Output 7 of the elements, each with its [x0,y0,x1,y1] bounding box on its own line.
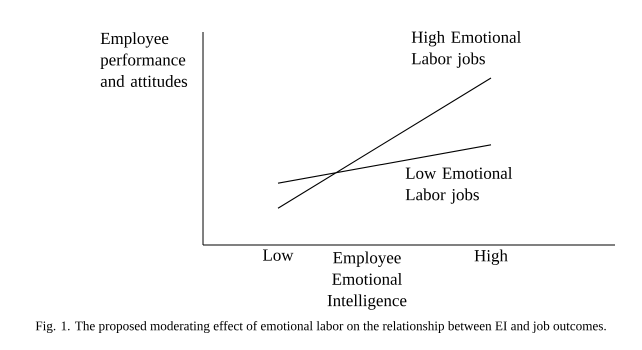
series-label: Low Emotional Labor jobs [406,167,512,204]
caption: Fig. 1. The proposed moderating effect of emotional labor on the relationship between EI and job outcomes. [36,320,606,334]
y-axis-title: Employee performance and attitudes [100,32,188,87]
series-label: High Emotional Labor jobs [412,31,521,68]
x-axis-title: Employee Emotional Intelligence [328,252,406,310]
x-tick-label: Low [262,250,294,261]
x-tick-label: High [474,250,508,265]
